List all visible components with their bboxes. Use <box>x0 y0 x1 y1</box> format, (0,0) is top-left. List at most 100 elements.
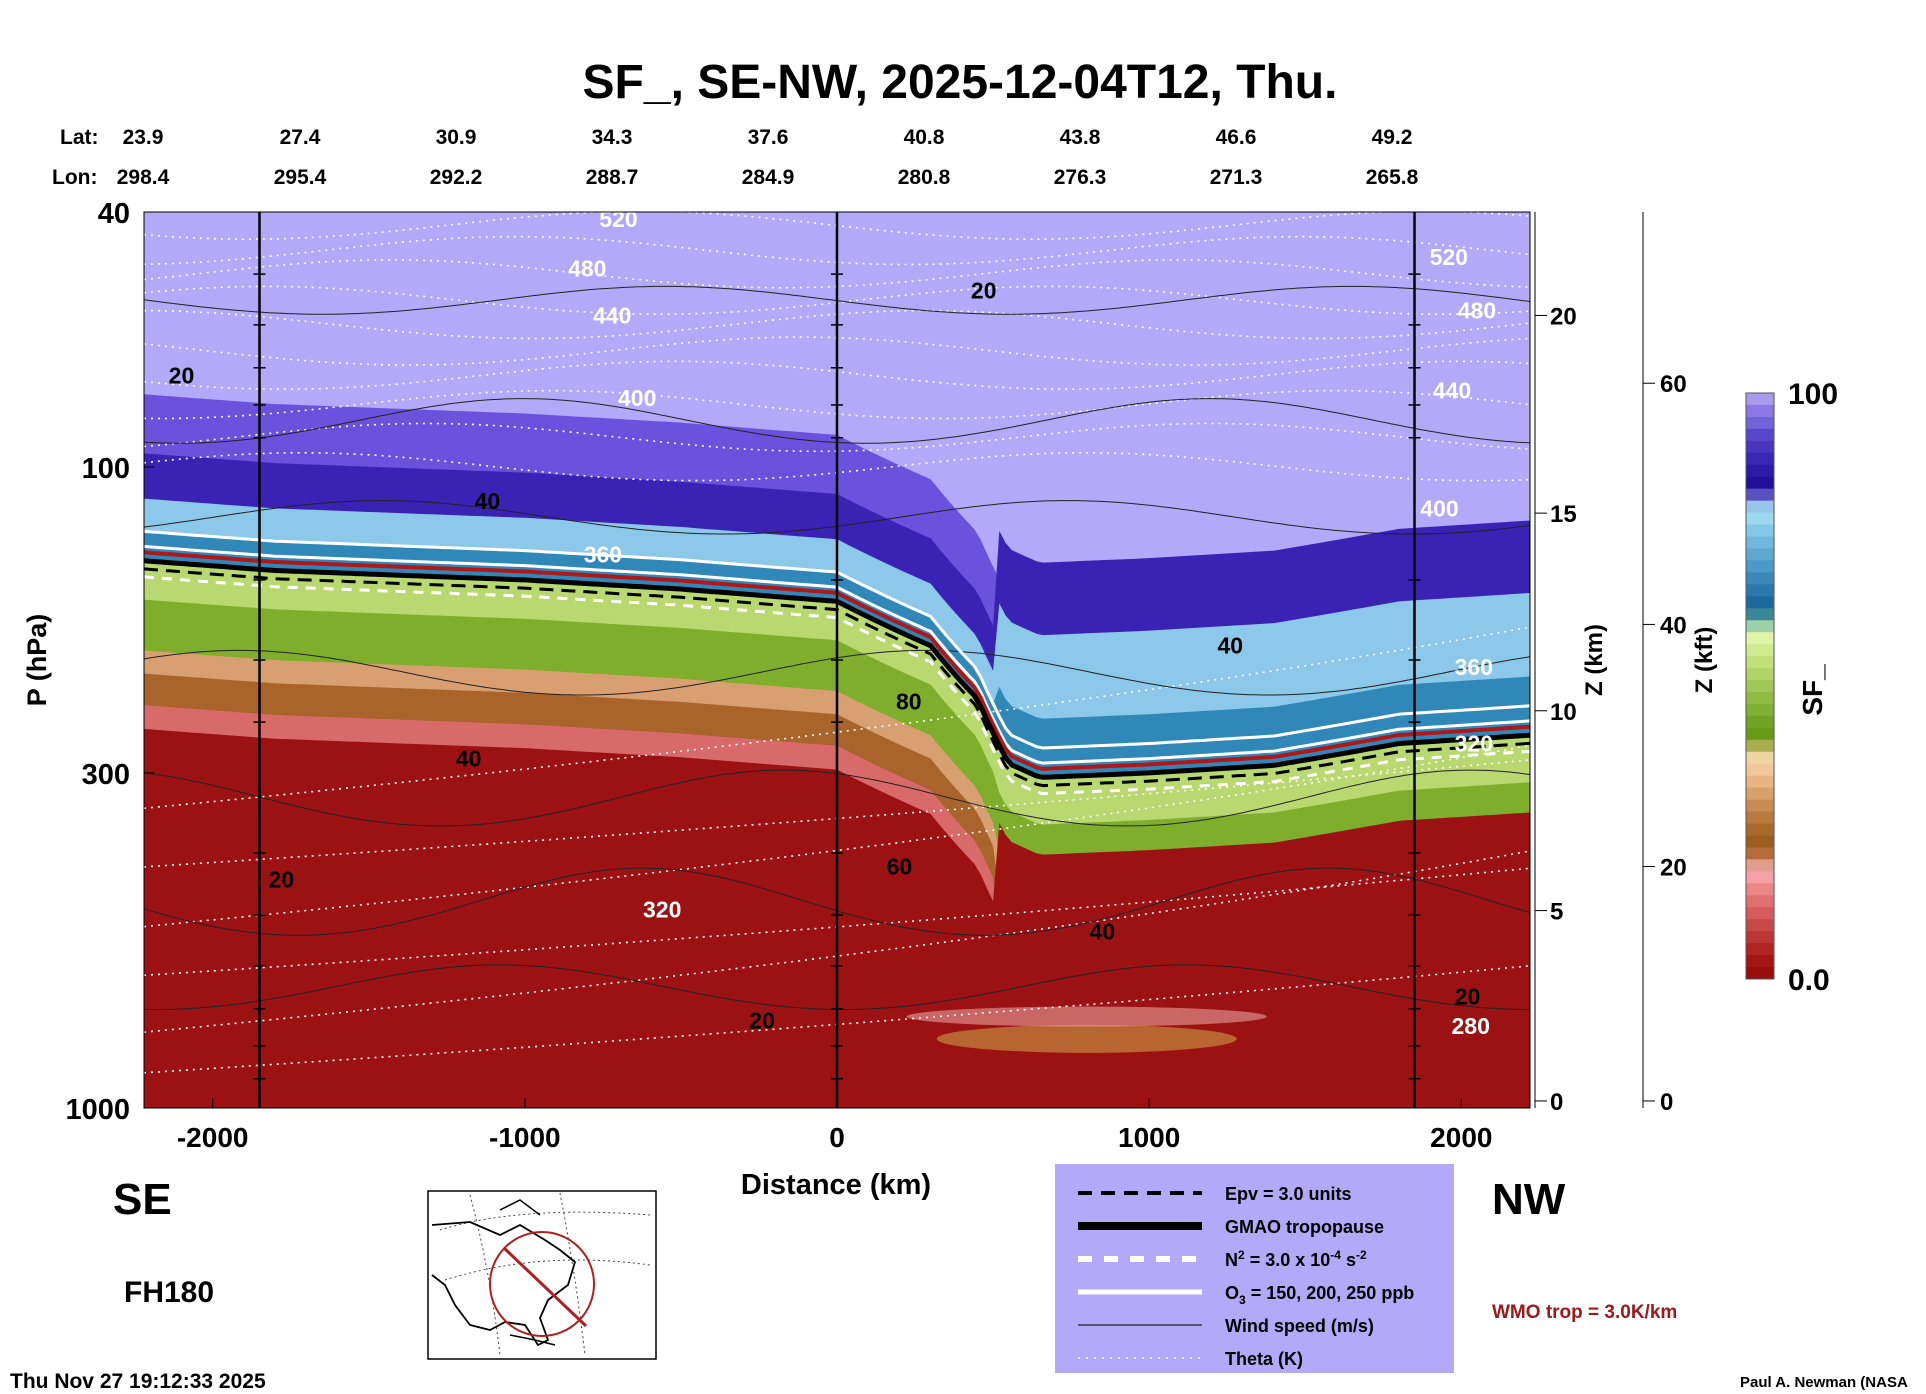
theta-label: 400 <box>618 385 656 411</box>
colorbar-swatch <box>1746 500 1774 514</box>
colorbar-swatch <box>1746 871 1774 884</box>
colorbar-swatch <box>1746 680 1774 693</box>
colorbar-swatch <box>1746 608 1774 621</box>
colorbar-swatch <box>1746 847 1774 860</box>
colorbar-swatch <box>1746 476 1774 490</box>
colorbar-swatch <box>1746 452 1774 466</box>
x-tick-label: -1000 <box>489 1122 561 1153</box>
lon-value: 292.2 <box>430 166 483 189</box>
colorbar-swatch <box>1746 883 1774 896</box>
lon-value: 276.3 <box>1054 166 1107 189</box>
wind-label: 40 <box>1090 918 1116 944</box>
colorbar-max-label: 100 <box>1788 378 1838 411</box>
x-tick-label: 2000 <box>1430 1122 1492 1153</box>
colorbar-swatch <box>1746 416 1774 430</box>
wmo-trop-note: WMO trop = 3.0K/km <box>1492 1302 1677 1323</box>
colorbar-swatch <box>1746 907 1774 920</box>
lat-value: 46.6 <box>1216 126 1257 149</box>
y-tick-label: 300 <box>82 759 130 791</box>
colorbar-swatch <box>1746 488 1774 502</box>
legend-label-part: -4 <box>1330 1248 1341 1262</box>
theta-label: 440 <box>593 302 631 328</box>
x-tick-label: 0 <box>829 1122 845 1153</box>
theta-line <box>144 422 1530 453</box>
colorbar-swatch <box>1746 739 1774 753</box>
colorbar-swatch <box>1746 512 1774 526</box>
colorbar-swatch <box>1746 668 1774 681</box>
colorbar-swatch <box>1746 943 1774 956</box>
colorbar-min-label: 0.0 <box>1788 964 1830 997</box>
colorbar-swatch <box>1746 393 1774 406</box>
chart-title: SF_, SE-NW, 2025-12-04T12, Thu. <box>583 56 1338 109</box>
colorbar-swatch <box>1746 823 1774 836</box>
theta-label: 520 <box>599 206 637 232</box>
map-inset <box>427 1190 657 1360</box>
colorbar-swatch <box>1746 775 1774 789</box>
colorbar-swatch <box>1746 644 1774 657</box>
colorbar-swatch <box>1746 572 1774 585</box>
legend-label-part: s <box>1341 1250 1356 1270</box>
wind-label: 80 <box>896 688 922 714</box>
lat-value: 43.8 <box>1060 126 1101 149</box>
colorbar-label: SF_ <box>1797 664 1828 716</box>
axes: -2000 -1000 0 1000 2000 40 100 300 1000 20 15 10 5 0 6… <box>65 198 1686 1153</box>
colorbar-frame <box>1745 392 1775 980</box>
lat-value: 37.6 <box>748 126 789 149</box>
colorbar-swatch <box>1746 524 1774 538</box>
legend-label-part: 2 <box>1238 1248 1245 1262</box>
colorbar-swatch <box>1746 632 1774 645</box>
y-tick-label: 100 <box>82 453 130 485</box>
wind-label: 20 <box>1455 984 1481 1010</box>
colorbar-swatch <box>1746 955 1774 968</box>
colorbar-swatch <box>1746 967 1774 980</box>
colorbar-swatch <box>1746 536 1774 549</box>
colorbar-swatch <box>1746 428 1774 442</box>
legend-label: Epv = 3.0 units <box>1225 1184 1352 1204</box>
colorbar-swatch <box>1746 811 1774 825</box>
lat-value: 49.2 <box>1372 126 1413 149</box>
theta-label: 400 <box>1420 495 1458 521</box>
lon-value: 295.4 <box>274 166 327 189</box>
low-level-feature <box>936 1024 1237 1053</box>
z-kft-tick-label: 60 <box>1660 371 1687 398</box>
colorbar-swatch <box>1746 703 1774 717</box>
colorbar-swatch <box>1746 691 1774 705</box>
wind-label: 20 <box>749 1007 775 1033</box>
contour-lines: 520 480 440 400 360 320 520 480 440 400 360 320 280 2… <box>144 206 1530 1108</box>
theta-label: 440 <box>1433 378 1471 404</box>
z-km-tick-label: 20 <box>1550 303 1577 330</box>
colorbar-swatch <box>1746 763 1774 777</box>
colorbar-swatch <box>1746 584 1774 597</box>
wind-label: 20 <box>971 277 997 303</box>
colorbar-swatch <box>1746 548 1774 561</box>
lat-lon-header: Lat: Lon: 23.9 298.4 27.4 295.4 30.9 292.2 34.3 2… <box>52 126 1419 189</box>
colorbar-swatch <box>1746 835 1774 848</box>
y-axis-label: P (hPa) <box>22 614 52 707</box>
author-credit: Paul A. Newman (NASA <box>1740 1374 1908 1391</box>
map-graticule <box>439 1192 651 1356</box>
x-tick-label: -2000 <box>177 1122 249 1153</box>
low-level-pink-feature <box>906 1006 1267 1027</box>
z-kft-label: Z (kft) <box>1691 627 1718 694</box>
z-kft-tick-label: 20 <box>1660 855 1687 882</box>
z-kft-tick-label: 40 <box>1660 612 1687 639</box>
theta-label: 280 <box>1452 1013 1490 1039</box>
y-tick-label: 40 <box>98 198 130 230</box>
wind-label: 60 <box>887 854 913 880</box>
theta-label: 520 <box>1430 244 1468 270</box>
lon-value: 265.8 <box>1366 166 1419 189</box>
colorbar-swatch <box>1746 895 1774 908</box>
colorbar <box>1745 392 1775 980</box>
legend-label-part: O <box>1225 1283 1239 1303</box>
colorbar-swatch <box>1746 799 1774 813</box>
lon-value: 284.9 <box>742 166 795 189</box>
z-km-tick-label: 10 <box>1550 699 1577 726</box>
colorbar-swatch <box>1746 620 1774 633</box>
map-islands <box>499 1199 556 1346</box>
map-coastline <box>431 1221 577 1347</box>
legend-label-part: -2 <box>1356 1248 1367 1262</box>
z-km-label: Z (km) <box>1581 624 1608 696</box>
theta-label: 480 <box>568 255 606 281</box>
x-axis-label: Distance (km) <box>741 1169 931 1201</box>
